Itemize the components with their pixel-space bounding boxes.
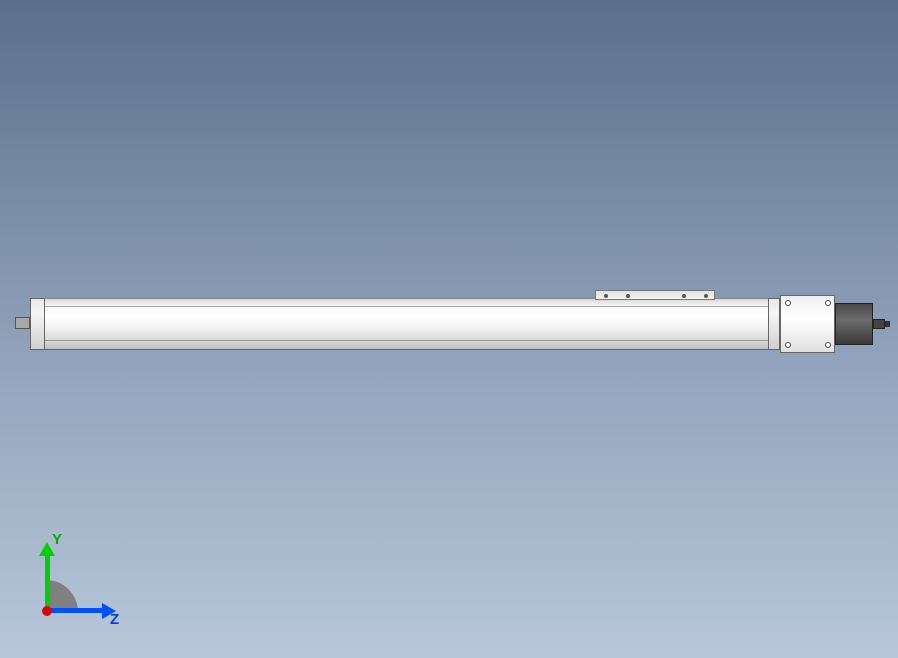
end-cap-right — [768, 298, 780, 350]
end-cap-left — [30, 298, 45, 350]
mount-hole — [785, 342, 791, 348]
motor-shaft — [873, 319, 885, 329]
axis-z-line — [46, 608, 104, 613]
carriage-hole — [704, 294, 708, 298]
mount-hole — [825, 300, 831, 306]
axis-x-dot-icon — [42, 606, 52, 616]
mount-hole — [825, 342, 831, 348]
linear-rail-model[interactable] — [15, 295, 885, 360]
carriage-hole — [682, 294, 686, 298]
stepper-motor — [835, 303, 873, 345]
axis-triad[interactable]: Y Z — [28, 530, 128, 630]
axis-y-line — [45, 554, 50, 612]
cad-viewport[interactable]: Y Z — [0, 0, 898, 658]
rail-groove-top — [45, 306, 768, 307]
carriage-hole — [626, 294, 630, 298]
end-connector-left — [15, 317, 30, 329]
motor-shaft-tip — [885, 321, 890, 327]
carriage-hole — [604, 294, 608, 298]
axis-z-label: Z — [110, 611, 119, 628]
axis-y-label: Y — [52, 531, 62, 548]
motor-mount-plate — [780, 295, 835, 353]
carriage-plate — [595, 290, 715, 300]
rail-groove-bottom — [45, 340, 768, 341]
mount-hole — [785, 300, 791, 306]
